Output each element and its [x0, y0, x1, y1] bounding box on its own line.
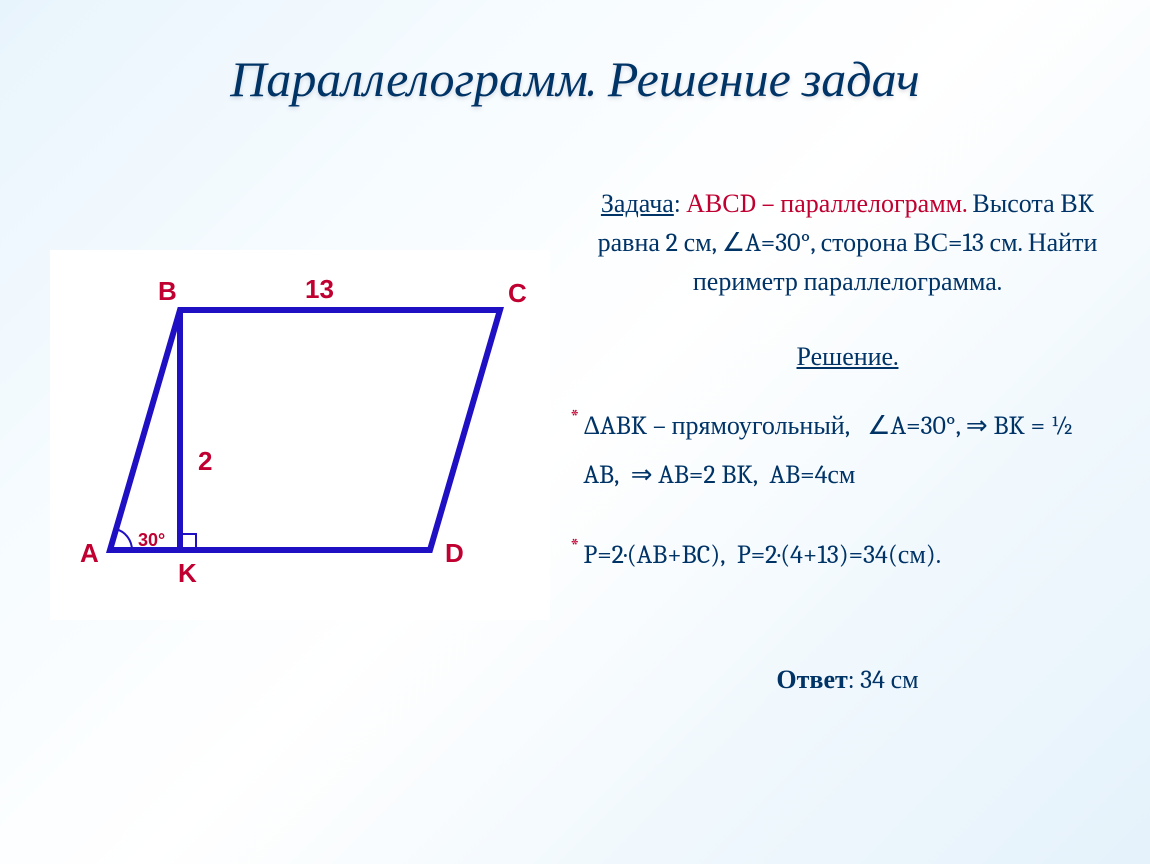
figure-container: A B C D K 13 2 30°	[50, 250, 550, 620]
problem-label: Задача	[601, 189, 674, 219]
step-text: P=2·(AB+BC), P=2·(4+13)=34(см).	[583, 531, 1125, 580]
problem-given: АВСD – параллелограмм.	[686, 189, 967, 219]
solution-step: *ΔABK – прямоугольный, ∠A=30°, ⇒ BK = ½ …	[570, 402, 1125, 501]
solution-steps: *ΔABK – прямоугольный, ∠A=30°, ⇒ BK = ½ …	[570, 402, 1125, 580]
bullet-asterisk: *	[570, 531, 579, 580]
svg-text:K: K	[178, 558, 197, 588]
svg-text:2: 2	[198, 446, 212, 476]
content-column: Задача: АВСD – параллелограмм. Высота ВK…	[570, 185, 1125, 695]
svg-text:A: A	[80, 538, 99, 568]
solution-step: *P=2·(AB+BC), P=2·(4+13)=34(см).	[570, 531, 1125, 580]
problem-statement: Задача: АВСD – параллелограмм. Высота ВK…	[570, 185, 1125, 302]
answer-value: 34 см	[860, 665, 919, 695]
svg-text:13: 13	[305, 274, 334, 304]
answer-line: Ответ: 34 см	[570, 665, 1125, 695]
step-text: ΔABK – прямоугольный, ∠A=30°, ⇒ BK = ½ A…	[583, 402, 1125, 501]
svg-text:30°: 30°	[138, 530, 165, 550]
solution-heading: Решение.	[570, 342, 1125, 372]
page-title: Параллелограмм. Решение задач	[0, 50, 1150, 109]
answer-label: Ответ	[776, 665, 847, 695]
bullet-asterisk: *	[570, 402, 579, 501]
parallelogram-diagram: A B C D K 13 2 30°	[50, 250, 550, 620]
svg-text:C: C	[508, 278, 527, 308]
svg-text:D: D	[445, 538, 464, 568]
svg-text:B: B	[158, 276, 177, 306]
